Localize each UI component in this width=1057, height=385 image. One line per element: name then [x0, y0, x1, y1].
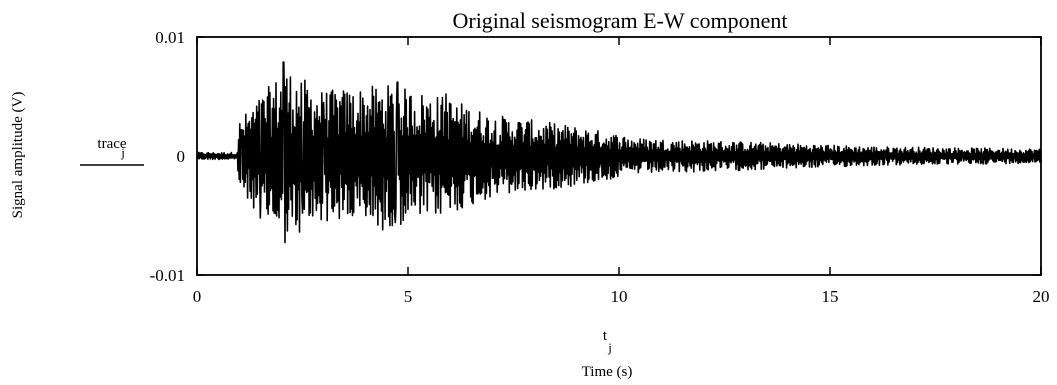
y-tick-label: 0.01 — [155, 28, 185, 47]
x-tick-label: 20 — [1033, 287, 1050, 306]
x-tick-label: 10 — [611, 287, 628, 306]
y-tick-label: 0 — [177, 147, 186, 166]
x-axis-label: Time (s) — [582, 364, 633, 380]
x-variable-label: t — [603, 328, 608, 344]
x-tick-label: 0 — [193, 287, 202, 306]
y-tick-label: -0.01 — [150, 266, 185, 285]
axis-tick-labels: 0 5 10 15 20 -0.01 0 0.01 — [150, 28, 1050, 306]
y-variable-label: trace — [97, 136, 126, 152]
series-group — [196, 61, 1042, 244]
trace-line — [196, 61, 1042, 244]
y-axis-label: Signal amplitude (V) — [10, 92, 26, 219]
x-tick-label: 5 — [404, 287, 413, 306]
chart-title: Original seismogram E-W component — [452, 8, 787, 33]
x-tick-label: 15 — [822, 287, 839, 306]
y-variable-subscript: j — [120, 145, 125, 160]
x-variable-subscript: j — [607, 340, 612, 355]
